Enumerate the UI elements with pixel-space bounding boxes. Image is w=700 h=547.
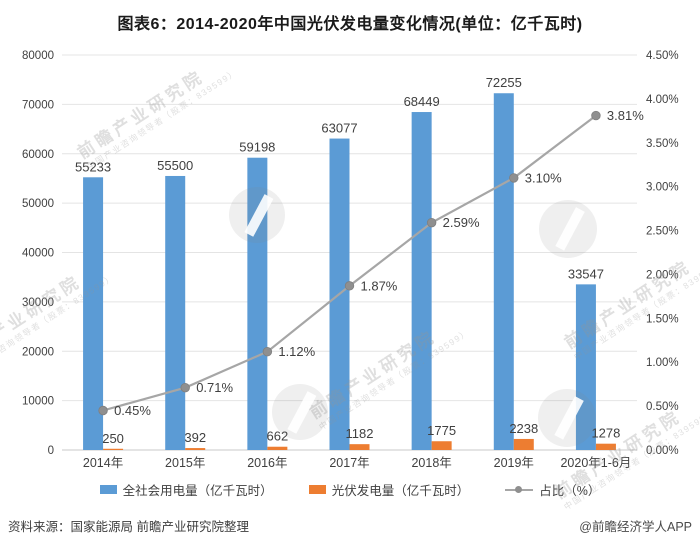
ratio-value-label: 3.81% bbox=[607, 108, 644, 123]
legend-label: 占比（%） bbox=[539, 483, 601, 498]
combo-chart: 0 10000 20000 30000 40000 50000 60000 70000 8000… bbox=[22, 50, 679, 470]
bar-value-label: 1182 bbox=[346, 426, 374, 441]
ratio-value-label: 2.59% bbox=[443, 215, 480, 230]
ratio-line-marker bbox=[98, 405, 108, 416]
bar-pv-generation bbox=[185, 448, 206, 450]
left-axis-tick-label: 30000 bbox=[22, 297, 54, 309]
right-axis-tick-label: 1.50% bbox=[646, 313, 679, 325]
left-axis-tick-label: 80000 bbox=[22, 50, 54, 62]
legend-label: 光伏发电量（亿千瓦时） bbox=[331, 483, 470, 498]
bar-value-label: 33547 bbox=[568, 266, 604, 281]
bar-value-label: 63077 bbox=[321, 121, 357, 136]
bar-pv-generation bbox=[267, 446, 288, 450]
right-axis-tick-label: 1.00% bbox=[646, 357, 679, 369]
ratio-value-label: 3.10% bbox=[525, 170, 562, 185]
right-axis-tick-label: 0.00% bbox=[646, 445, 679, 457]
legend-swatch-icon bbox=[308, 484, 326, 494]
bar-value-label: 72255 bbox=[486, 75, 522, 90]
ratio-line-marker bbox=[591, 110, 601, 121]
legend-item: 光伏发电量（亿千瓦时） bbox=[308, 480, 470, 499]
right-axis-tick-label: 4.50% bbox=[646, 50, 679, 62]
bar-total-electricity bbox=[165, 175, 186, 450]
ratio-value-label: 0.45% bbox=[114, 403, 151, 418]
left-axis-tick-label: 40000 bbox=[22, 248, 54, 260]
ratio-line-marker bbox=[509, 173, 519, 183]
bar-pv-generation bbox=[349, 444, 370, 450]
right-axis-tick-label: 3.00% bbox=[646, 182, 679, 194]
ratio-line-marker bbox=[344, 281, 355, 291]
bar-pv-generation bbox=[595, 443, 616, 450]
x-axis-category-label: 2015年 bbox=[165, 456, 205, 470]
left-axis-tick-label: 70000 bbox=[22, 99, 54, 111]
right-axis-tick-label: 0.50% bbox=[646, 401, 679, 413]
chart-title: 图表6：2014-2020年中国光伏发电量变化情况(单位：亿千瓦时) bbox=[117, 16, 583, 33]
bar-total-electricity bbox=[493, 93, 514, 450]
bar-total-electricity bbox=[411, 112, 432, 450]
bar-total-electricity bbox=[83, 177, 104, 451]
bar-total-electricity bbox=[575, 284, 596, 450]
right-axis-tick-label: 3.50% bbox=[646, 138, 679, 150]
bar-value-label: 59198 bbox=[239, 140, 275, 155]
bar-value-label: 55233 bbox=[75, 159, 111, 174]
chart-legend: 全社会用电量（亿千瓦时） 光伏发电量（亿千瓦时） 占比（%） bbox=[0, 480, 700, 498]
x-axis-category-label: 2014年 bbox=[83, 456, 123, 470]
ratio-line-marker bbox=[426, 217, 437, 228]
legend-item: 占比（%） bbox=[505, 480, 600, 499]
left-axis-tick-label: 20000 bbox=[22, 346, 54, 358]
bar-value-label: 392 bbox=[184, 430, 206, 445]
left-axis-tick-label: 50000 bbox=[22, 198, 54, 210]
legend-label: 全社会用电量（亿千瓦时） bbox=[122, 483, 273, 498]
legend-item: 全社会用电量（亿千瓦时） bbox=[99, 480, 273, 499]
bar-value-label: 2238 bbox=[509, 421, 538, 436]
x-axis-category-label: 2019年 bbox=[494, 456, 534, 470]
left-axis-tick-label: 10000 bbox=[22, 396, 54, 408]
ratio-line-marker bbox=[262, 346, 273, 357]
ratio-value-label: 1.12% bbox=[278, 344, 315, 359]
bar-value-label: 55500 bbox=[157, 158, 193, 173]
bar-value-label: 1775 bbox=[427, 423, 456, 438]
bar-value-label: 662 bbox=[267, 429, 289, 444]
source-note: 资料来源：国家能源局 前瞻产业研究院整理 bbox=[8, 520, 249, 534]
right-axis-tick-label: 2.00% bbox=[646, 269, 679, 281]
legend-line-marker-icon bbox=[505, 485, 534, 494]
x-axis-category-label: 2020年1-6月 bbox=[560, 456, 631, 470]
x-axis-category-label: 2018年 bbox=[411, 456, 451, 470]
x-axis-category-label: 2017年 bbox=[329, 456, 369, 470]
ratio-line-marker bbox=[180, 382, 190, 393]
right-axis-tick-label: 4.00% bbox=[646, 94, 679, 106]
ratio-value-label: 0.71% bbox=[196, 380, 233, 395]
right-axis-tick-label: 2.50% bbox=[646, 226, 679, 238]
left-axis-tick-label: 60000 bbox=[22, 149, 54, 161]
x-axis-category-label: 2016年 bbox=[247, 456, 287, 470]
left-axis-tick-label: 0 bbox=[48, 445, 54, 457]
credit-note: @前瞻经济学人APP bbox=[579, 520, 692, 534]
bar-value-label: 250 bbox=[102, 431, 124, 446]
bar-total-electricity bbox=[247, 157, 268, 450]
bar-pv-generation bbox=[431, 441, 452, 450]
bar-pv-generation bbox=[103, 448, 124, 450]
bar-value-label: 1278 bbox=[591, 426, 620, 441]
bar-pv-generation bbox=[513, 438, 534, 450]
chart-footer: 资料来源：国家能源局 前瞻产业研究院整理 @前瞻经济学人APP bbox=[8, 516, 692, 535]
ratio-value-label: 1.87% bbox=[361, 278, 398, 293]
bar-value-label: 68449 bbox=[404, 94, 440, 109]
legend-swatch-icon bbox=[99, 484, 117, 494]
